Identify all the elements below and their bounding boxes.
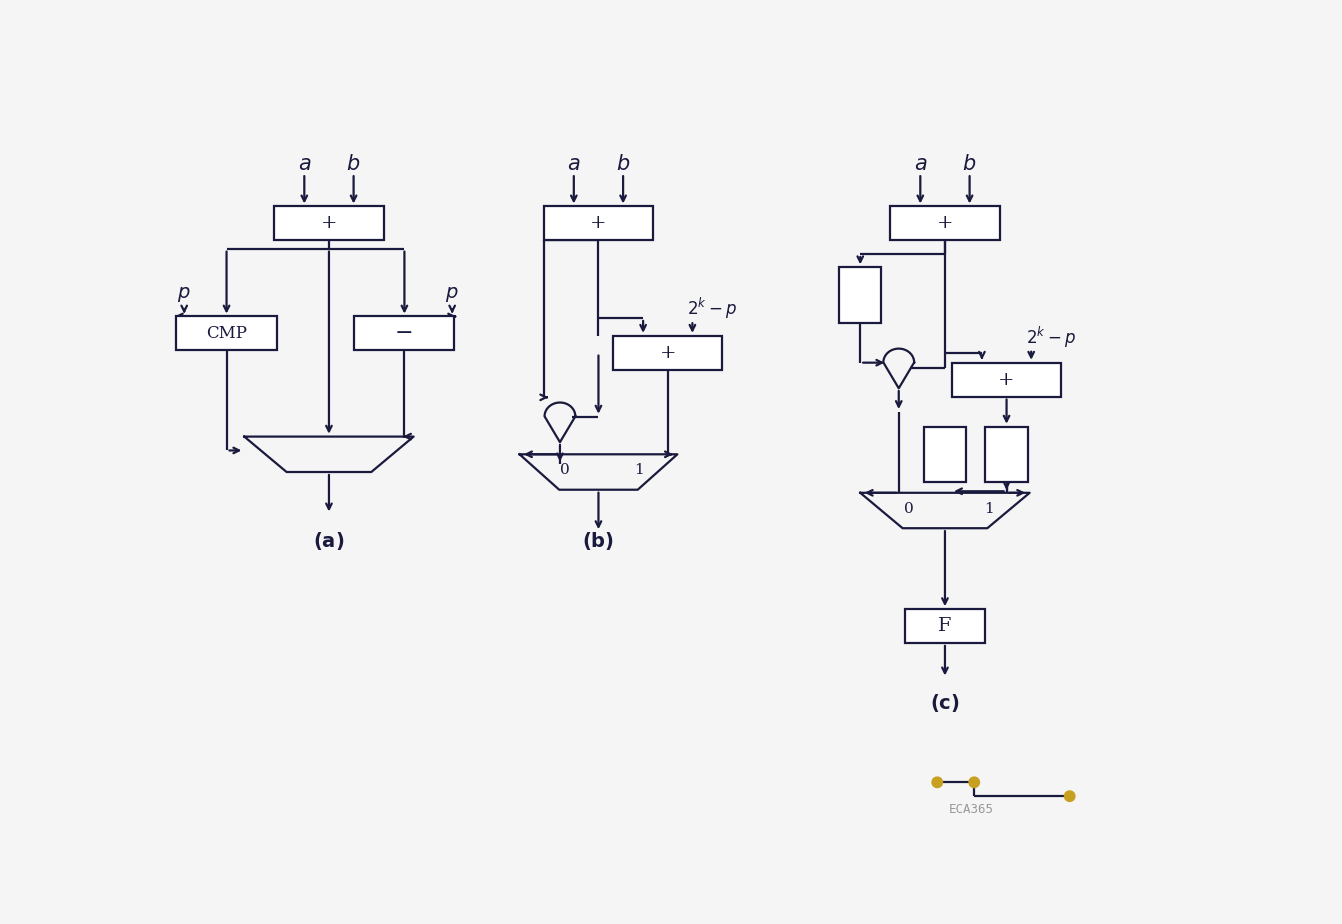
Text: 1: 1 xyxy=(635,464,644,478)
Text: +: + xyxy=(998,371,1015,389)
Text: $b$: $b$ xyxy=(346,154,361,174)
Bar xyxy=(890,206,1000,240)
Text: $p$: $p$ xyxy=(446,286,459,304)
Bar xyxy=(839,267,882,322)
Text: $a$: $a$ xyxy=(568,154,581,174)
Text: +: + xyxy=(659,344,676,361)
Bar xyxy=(923,427,966,482)
Circle shape xyxy=(931,777,942,787)
Text: $a$: $a$ xyxy=(298,154,311,174)
Text: 0: 0 xyxy=(560,464,570,478)
Bar xyxy=(274,206,384,240)
Text: $\mathbf{(b)}$: $\mathbf{(b)}$ xyxy=(582,530,615,553)
Bar xyxy=(544,206,654,240)
Circle shape xyxy=(1064,791,1075,801)
Bar xyxy=(613,335,722,370)
Bar xyxy=(177,316,276,350)
Bar xyxy=(951,362,1062,396)
Text: $p$: $p$ xyxy=(177,286,191,304)
Text: $b$: $b$ xyxy=(962,154,977,174)
Text: CMP: CMP xyxy=(207,325,247,342)
Text: ECA365: ECA365 xyxy=(949,803,994,816)
Text: $b$: $b$ xyxy=(616,154,631,174)
Text: 1: 1 xyxy=(984,502,993,516)
Text: $2^k - p$: $2^k - p$ xyxy=(1027,324,1076,350)
Text: +: + xyxy=(937,214,953,232)
Text: $\mathbf{(a)}$: $\mathbf{(a)}$ xyxy=(313,530,345,553)
Text: $a$: $a$ xyxy=(914,154,927,174)
Text: 0: 0 xyxy=(905,502,914,516)
Circle shape xyxy=(969,777,980,787)
Text: $2^k - p$: $2^k - p$ xyxy=(687,296,738,321)
Text: +: + xyxy=(321,214,337,232)
Text: −: − xyxy=(395,322,413,345)
Bar xyxy=(354,316,455,350)
Text: F: F xyxy=(938,617,951,635)
Bar xyxy=(905,609,985,643)
Bar xyxy=(985,427,1028,482)
Text: $\mathbf{(c)}$: $\mathbf{(c)}$ xyxy=(930,692,960,714)
Text: +: + xyxy=(590,214,607,232)
